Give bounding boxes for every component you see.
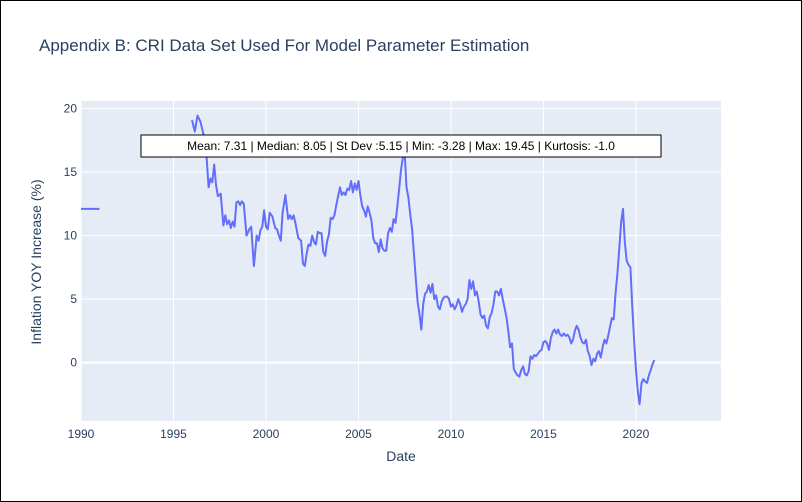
x-tick-label: 2010 [438, 427, 465, 441]
y-tick-label: 15 [64, 165, 78, 179]
x-tick-label: 2015 [530, 427, 557, 441]
y-tick-label: 20 [64, 102, 78, 116]
x-tick-label: 1990 [68, 427, 95, 441]
y-axis-title: Inflation YOY Increase (%) [28, 179, 44, 344]
annotation-box [140, 134, 662, 158]
y-axis-ticks: 0 5 10 15 20 [64, 102, 78, 370]
series-group [81, 114, 656, 406]
y-tick-label: 5 [70, 292, 77, 306]
x-tick-label: 2020 [623, 427, 650, 441]
x-tick-label: 2005 [345, 427, 372, 441]
chart-title: Appendix B: CRI Data Set Used For Model … [39, 36, 529, 55]
x-tick-label: 1995 [160, 427, 187, 441]
series-line [191, 114, 656, 406]
stats-annotation: Mean: 7.31 | Median: 8.05 | St Dev :5.15… [140, 134, 662, 158]
x-tick-label: 2000 [253, 427, 280, 441]
y-tick-label: 0 [70, 356, 77, 370]
x-axis-ticks: 1990 1995 2000 2005 2010 2015 2020 [68, 427, 650, 441]
x-axis-title: Date [386, 448, 416, 464]
y-tick-label: 10 [64, 229, 78, 243]
annotation-text: Mean: 7.31 | Median: 8.05 | St Dev :5.15… [187, 139, 615, 153]
